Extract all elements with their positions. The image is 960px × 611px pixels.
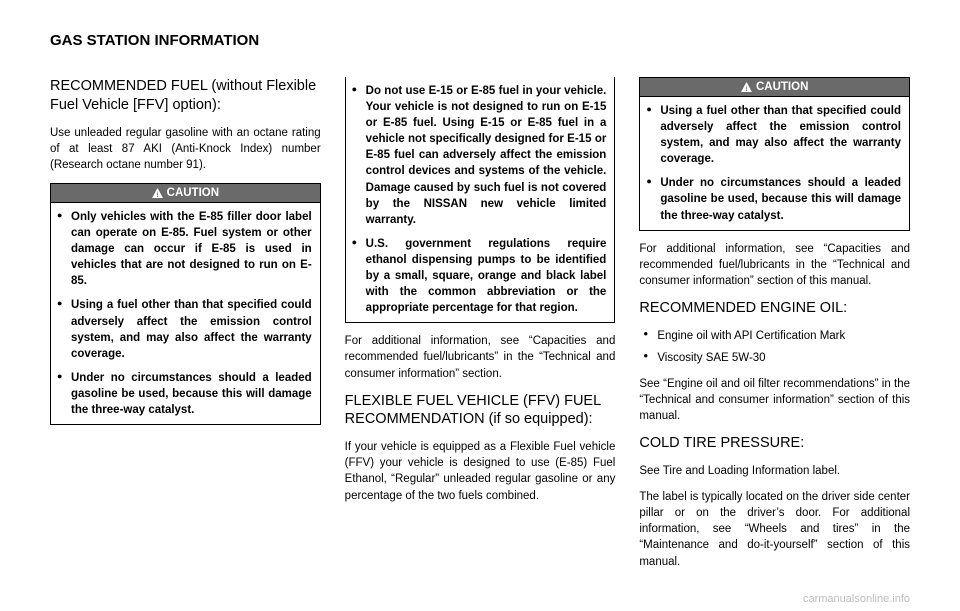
column-3: CAUTION Using a fuel other than that spe…	[639, 77, 910, 580]
capacities-paragraph: For additional information, see “Capacit…	[639, 241, 910, 289]
fuel-paragraph: Use unleaded regular gasoline with an oc…	[50, 125, 321, 173]
caution-header-3: CAUTION	[640, 78, 909, 97]
engine-oil-heading: RECOMMENDED ENGINE OIL:	[639, 299, 910, 318]
caution-item: Do not use E-15 or E-85 fuel in your veh…	[352, 83, 607, 228]
oil-filter-paragraph: See “Engine oil and oil filter recommend…	[639, 376, 910, 424]
tire-pressure-heading: COLD TIRE PRESSURE:	[639, 434, 910, 453]
caution-body-2: Do not use E-15 or E-85 fuel in your veh…	[346, 77, 615, 322]
list-item: Viscosity SAE 5W-30	[639, 350, 910, 366]
caution-box-2: Do not use E-15 or E-85 fuel in your veh…	[345, 77, 616, 323]
caution-item: U.S. government regulations require etha…	[352, 236, 607, 316]
caution-box-1: CAUTION Only vehicles with the E-85 fill…	[50, 183, 321, 425]
watermark: carmanualsonline.info	[803, 593, 910, 605]
page-title: GAS STATION INFORMATION	[50, 32, 910, 49]
list-item: Engine oil with API Certification Mark	[639, 328, 910, 344]
ffv-paragraph: If your vehicle is equipped as a Flexibl…	[345, 439, 616, 503]
caution-box-3: CAUTION Using a fuel other than that spe…	[639, 77, 910, 231]
caution-item: Under no circumstances should a leaded g…	[57, 370, 312, 418]
caution-label-1: CAUTION	[167, 187, 219, 199]
caution-item: Under no circumstances should a leaded g…	[646, 175, 901, 223]
caution-body-3: Using a fuel other than that specified c…	[640, 97, 909, 230]
column-2: Do not use E-15 or E-85 fuel in your veh…	[345, 77, 616, 580]
caution-item: Using a fuel other than that specified c…	[57, 297, 312, 361]
recommended-fuel-heading: RECOMMENDED FUEL (without Flexible Fuel …	[50, 77, 321, 115]
warning-icon	[741, 82, 752, 92]
caution-header-1: CAUTION	[51, 184, 320, 203]
column-1: RECOMMENDED FUEL (without Flexible Fuel …	[50, 77, 321, 580]
warning-icon	[152, 188, 163, 198]
caution-item: Only vehicles with the E-85 filler door …	[57, 209, 312, 289]
columns-container: RECOMMENDED FUEL (without Flexible Fuel …	[50, 77, 910, 580]
additional-info-paragraph: For additional information, see “Capacit…	[345, 333, 616, 381]
ffv-heading: FLEXIBLE FUEL VEHICLE (FFV) FUEL RECOMME…	[345, 392, 616, 430]
caution-label-3: CAUTION	[756, 81, 808, 93]
caution-body-1: Only vehicles with the E-85 filler door …	[51, 203, 320, 424]
oil-list: Engine oil with API Certification Mark V…	[639, 328, 910, 366]
tire-label-paragraph: See Tire and Loading Information label.	[639, 463, 910, 479]
tire-location-paragraph: The label is typically located on the dr…	[639, 489, 910, 569]
caution-item: Using a fuel other than that specified c…	[646, 103, 901, 167]
